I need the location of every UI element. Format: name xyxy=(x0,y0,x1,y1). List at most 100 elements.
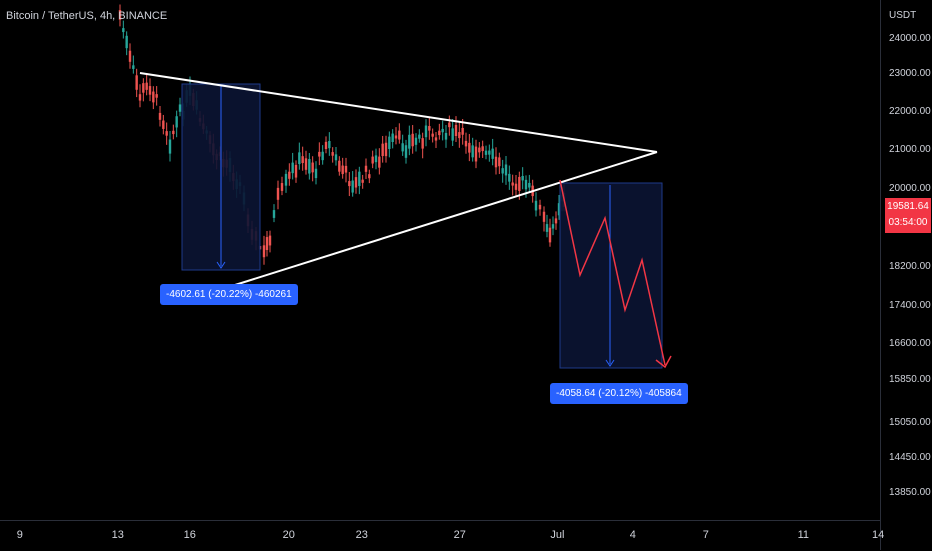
lower-trendline[interactable] xyxy=(234,151,658,286)
candle-body xyxy=(321,151,324,161)
time-tick-label: 27 xyxy=(453,529,466,541)
candle-body xyxy=(338,160,341,172)
candle-body xyxy=(158,112,162,120)
time-tick-label: Jul xyxy=(550,529,565,541)
price-tick-label: 17400.00 xyxy=(889,300,931,311)
measure-box-right[interactable] xyxy=(559,182,663,369)
candle-body xyxy=(394,135,398,139)
candle-body xyxy=(504,164,508,176)
candle-body xyxy=(148,86,152,95)
candle-body xyxy=(132,65,135,69)
price-tick-label: 24000.00 xyxy=(889,33,931,44)
price-tick-label: 20000.00 xyxy=(889,183,931,194)
candle-body xyxy=(314,168,318,179)
candle-body xyxy=(142,83,145,93)
price-tick-label: 22000.00 xyxy=(889,106,931,117)
candle-body xyxy=(318,151,321,157)
price-tick-label: 21000.00 xyxy=(889,144,931,155)
candle-body xyxy=(301,156,304,164)
candle-body xyxy=(414,137,418,145)
candle-body xyxy=(172,130,175,135)
candle-body xyxy=(538,204,542,210)
measure-arrowhead-right xyxy=(605,359,615,367)
candle-body xyxy=(524,179,528,190)
candle-body xyxy=(418,134,421,139)
candle-body xyxy=(358,171,361,187)
candle-body xyxy=(288,171,291,179)
currency-label: USDT xyxy=(889,10,917,21)
candle-body xyxy=(280,183,284,191)
current-price-tag: 19581.64 03:54:00 xyxy=(885,198,931,233)
candle-body xyxy=(284,173,288,186)
candle-body xyxy=(311,162,314,173)
candle-body xyxy=(458,132,461,139)
candle-body xyxy=(381,143,384,157)
candle-body xyxy=(135,75,138,90)
chart-pane[interactable]: Bitcoin / TetherUS, 4h, BINANCE -4602.61… xyxy=(0,0,880,520)
candle-body xyxy=(408,134,411,149)
candlestick-series xyxy=(118,4,566,265)
time-tick-label: 11 xyxy=(797,529,810,541)
candle-body xyxy=(324,141,328,150)
candle-body xyxy=(368,174,371,179)
candle-body xyxy=(424,125,428,138)
candle-body xyxy=(398,130,401,140)
symbol-title[interactable]: Bitcoin / TetherUS, 4h, BINANCE xyxy=(6,10,168,22)
candle-body xyxy=(391,133,394,142)
candle-body xyxy=(262,245,266,258)
projection-path[interactable] xyxy=(559,179,666,366)
candle-body xyxy=(304,158,308,170)
projection-arrowhead xyxy=(655,355,672,369)
candle-body xyxy=(364,165,368,172)
candle-body xyxy=(175,116,178,128)
measure-label-left: -4602.61 (-20.22%) -460261 xyxy=(160,284,298,305)
candle-body xyxy=(291,162,294,174)
candle-body xyxy=(448,122,451,128)
candle-body xyxy=(545,224,549,232)
candle-body xyxy=(421,138,424,149)
candle-body xyxy=(334,154,338,161)
candle-body xyxy=(441,128,444,133)
price-tick-label: 23000.00 xyxy=(889,68,931,79)
candle-body xyxy=(118,10,122,20)
candle-body xyxy=(488,150,491,155)
candle-body xyxy=(344,165,348,173)
candle-body xyxy=(528,182,531,188)
candle-body xyxy=(298,152,301,165)
bar-countdown: 03:54:00 xyxy=(888,217,928,228)
price-axis[interactable]: USDT 24000.00 23000.00 22000.00 21000.00 200… xyxy=(880,0,932,550)
candle-body xyxy=(351,180,354,193)
candle-body xyxy=(551,224,555,229)
candle-body xyxy=(431,133,434,137)
current-price-value: 19581.64 xyxy=(887,201,929,212)
candle-body xyxy=(444,132,448,140)
candle-body xyxy=(308,158,311,174)
candle-body xyxy=(272,210,276,218)
candle-body xyxy=(384,142,388,157)
candle-body xyxy=(125,35,128,49)
candle-body xyxy=(165,131,168,136)
candle-body xyxy=(508,173,511,182)
candle-body xyxy=(471,145,474,158)
candle-body xyxy=(374,155,378,163)
candle-body xyxy=(178,104,182,112)
candle-body xyxy=(474,146,478,162)
candle-body xyxy=(265,237,269,251)
candle-body xyxy=(434,137,438,141)
candle-body xyxy=(494,156,498,168)
time-tick-label: 4 xyxy=(629,529,636,541)
candle-body xyxy=(331,152,334,156)
candle-body xyxy=(514,183,518,190)
candle-body xyxy=(268,235,272,246)
time-axis[interactable]: 9 13 16 20 23 27 Jul 4 7 11 14 xyxy=(0,520,884,551)
candle-body xyxy=(361,179,364,183)
candle-body xyxy=(145,82,148,90)
candle-body xyxy=(468,142,471,153)
candle-body xyxy=(451,128,454,141)
upper-trendline[interactable] xyxy=(139,72,658,153)
candle-body xyxy=(276,187,280,200)
chart-canvas[interactable] xyxy=(0,0,880,520)
candle-body xyxy=(371,156,374,164)
price-tick-label: 13850.00 xyxy=(889,487,931,498)
candle-body xyxy=(498,157,501,167)
